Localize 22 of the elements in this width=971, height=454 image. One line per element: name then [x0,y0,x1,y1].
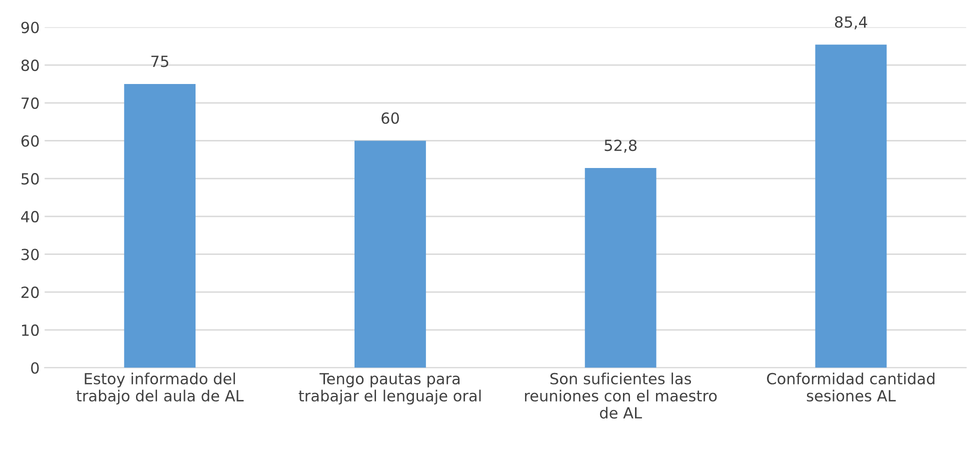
y-tick-label: 70 [22,97,39,109]
bar [354,140,426,368]
data-label: 75 [151,56,168,68]
y-tick-label: 60 [21,135,39,147]
x-tick-label: Son suficientes las reuniones con el maestro de AL [525,372,717,419]
y-tick-label: 30 [22,248,39,260]
y-tick-label: 50 [22,173,39,185]
y-tick-label: 80 [21,60,39,72]
y-tick-label: 0 [31,362,39,374]
y-tick-label: 20 [21,286,39,298]
x-tick-label: Estoy informado del trabajo del aula de AL [76,372,244,404]
bar [815,44,887,368]
bar [584,168,656,368]
x-tick-label: Tengo pautas para trabajar el lenguaje oral [298,373,481,404]
y-tick-label: 90 [21,22,39,34]
x-tick-label: Conformidad cantidad sesiones AL [767,372,934,402]
data-label: 85,4 [834,16,868,30]
y-tick-label: 10 [22,324,39,336]
y-tick-label: 40 [21,210,39,222]
bar [124,84,196,368]
data-label: 52,8 [604,140,637,153]
data-label: 60 [382,112,399,124]
